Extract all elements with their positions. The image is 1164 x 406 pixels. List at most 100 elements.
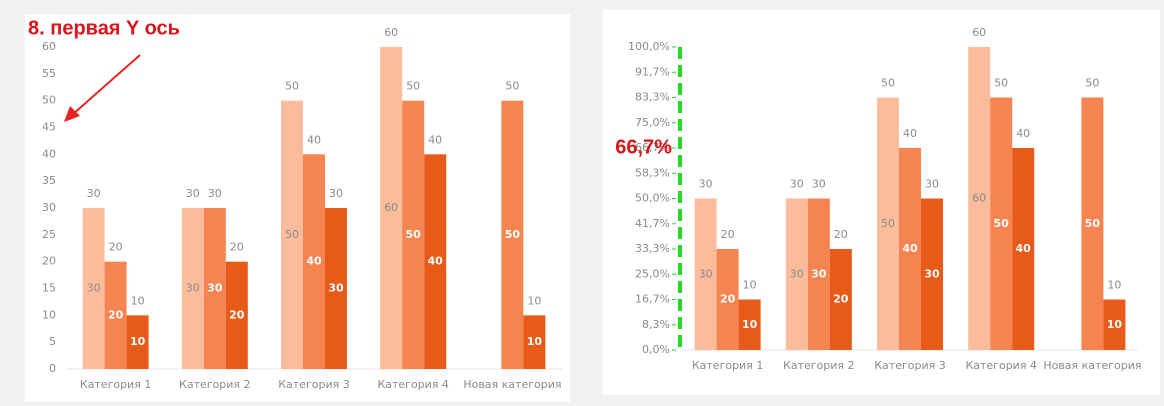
bar	[126, 315, 149, 369]
bar	[104, 261, 127, 369]
data-label: 20	[109, 241, 123, 254]
y-tick-label: 25	[42, 228, 56, 241]
x-tick-label: Категория 1	[80, 378, 151, 391]
bar	[877, 97, 899, 350]
data-label: 50	[406, 80, 420, 93]
data-label: 30	[790, 178, 804, 191]
y-tick-label: 33,3%	[635, 242, 670, 255]
data-label-inside: 20	[720, 293, 736, 306]
data-label-inside: 30	[699, 267, 713, 280]
x-tick-label: Новая категория	[1043, 359, 1141, 372]
bar	[1081, 97, 1104, 350]
bar	[203, 208, 226, 369]
data-label-inside: 60	[972, 192, 986, 205]
data-label-inside: 10	[742, 318, 758, 331]
data-label-inside: 20	[833, 293, 849, 306]
data-label-inside: 10	[1107, 318, 1123, 331]
y-tick-label: 50	[42, 94, 56, 107]
bar	[225, 261, 248, 369]
y-tick-label: 5	[49, 335, 56, 348]
x-tick-label: Категория 4	[377, 378, 448, 391]
bar	[1103, 299, 1126, 350]
data-label-inside: 30	[924, 267, 940, 280]
data-label: 30	[699, 178, 713, 191]
data-label-inside: 20	[108, 308, 124, 321]
data-label-inside: 60	[384, 201, 398, 214]
data-label-inside: 20	[229, 308, 245, 321]
data-label: 10	[131, 294, 145, 307]
y-tick-label: 0,0%	[642, 343, 670, 356]
data-label: 20	[834, 228, 848, 241]
bar	[990, 97, 1013, 350]
data-label-inside: 50	[505, 228, 521, 241]
y-tick-label: 40	[42, 147, 56, 160]
bar	[402, 100, 425, 370]
bar	[785, 198, 808, 350]
bar	[899, 148, 921, 350]
y-tick-label: 100,0%	[628, 40, 670, 53]
y-tick-label: 35	[42, 174, 56, 187]
data-label: 50	[994, 77, 1008, 90]
y-tick-label: 58,3%	[635, 166, 670, 179]
bar	[325, 208, 347, 369]
y-tick-label: 55	[42, 67, 56, 80]
bar	[921, 198, 943, 350]
bar	[424, 154, 447, 369]
data-label: 50	[285, 80, 299, 93]
bar	[181, 208, 204, 369]
data-label-inside: 50	[881, 217, 895, 230]
data-label: 30	[87, 187, 101, 200]
x-tick-label: Категория 2	[179, 378, 250, 391]
data-label: 50	[881, 77, 895, 90]
y-tick-label: 25,0%	[635, 267, 670, 280]
data-label: 10	[1107, 279, 1121, 292]
data-label: 20	[230, 241, 244, 254]
data-label-inside: 30	[207, 282, 223, 295]
data-label-inside: 40	[1016, 242, 1032, 255]
y-tick-label: 20	[42, 255, 56, 268]
data-label: 20	[721, 228, 735, 241]
bar	[501, 100, 524, 370]
data-label: 40	[428, 133, 442, 146]
y-tick-label: 83,3%	[635, 91, 670, 104]
x-tick-label: Категория 1	[692, 359, 763, 372]
bar	[968, 47, 991, 350]
data-label-inside: 50	[1085, 217, 1101, 230]
x-tick-label: Категория 2	[783, 359, 854, 372]
bar	[716, 249, 739, 350]
y-tick-label: 91,7%	[635, 65, 670, 78]
data-label: 30	[812, 178, 826, 191]
data-label-inside: 30	[328, 282, 344, 295]
data-label: 40	[903, 127, 917, 140]
data-label: 30	[925, 178, 939, 191]
data-label-inside: 50	[994, 217, 1010, 230]
data-label: 50	[505, 80, 519, 93]
data-label: 50	[1085, 77, 1099, 90]
data-label: 40	[1016, 127, 1030, 140]
data-label: 60	[972, 26, 986, 39]
y-tick-label: 45	[42, 121, 56, 134]
data-label-inside: 10	[527, 335, 543, 348]
data-label: 10	[743, 279, 757, 292]
data-label: 30	[186, 187, 200, 200]
y-tick-label: 75,0%	[635, 116, 670, 129]
y-tick-label: 30	[42, 201, 56, 214]
y-tick-label: 16,7%	[635, 293, 670, 306]
data-label-inside: 40	[306, 255, 322, 268]
data-label: 10	[527, 294, 541, 307]
bar	[82, 208, 105, 369]
bar	[380, 47, 403, 369]
bar	[738, 299, 761, 350]
data-label: 30	[329, 187, 343, 200]
x-tick-label: Категория 3	[874, 359, 945, 372]
data-label-inside: 40	[902, 242, 918, 255]
bar	[694, 198, 717, 350]
data-label-inside: 50	[406, 228, 422, 241]
data-label-inside: 50	[285, 228, 299, 241]
x-tick-label: Новая категория	[463, 378, 561, 391]
y-tick-label: 10	[42, 308, 56, 321]
annotation: 8. первая Y ось	[28, 17, 180, 39]
y-tick-label: 41,7%	[635, 217, 670, 230]
y-tick-label: 15	[42, 282, 56, 295]
